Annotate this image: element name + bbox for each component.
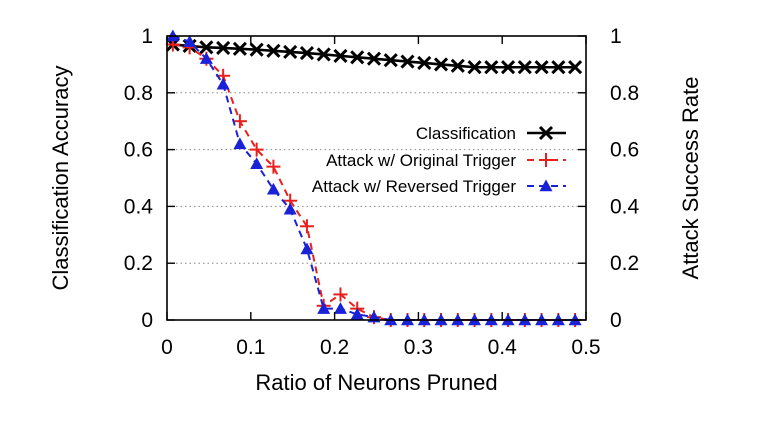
marker-stroke [400,54,415,69]
data-point [366,51,382,66]
plot-frame [166,35,587,321]
legend-label: Attack w/ Reversed Trigger [312,177,516,196]
x-tick-label: 0 [161,336,173,359]
y-tick-label: 0 [141,309,153,332]
data-point [433,57,449,72]
data-point [350,307,364,320]
y-axis-title: Classification Accuracy [48,66,73,291]
marker-stroke [467,60,482,75]
legend: Classification Attack w/ Original Trigger… [312,124,566,196]
x-tick-label: 0.3 [404,336,433,359]
marker-stroke [299,45,315,61]
data-point [484,60,499,75]
data-point [216,40,231,55]
data-point [383,53,398,68]
legend-label: Classification [416,124,516,143]
marker-stroke [517,60,532,75]
y-tick-label: 1 [141,25,153,48]
x-tick-label: 0.1 [236,336,265,359]
data-point [199,52,213,64]
y-tick-label: 0.4 [124,195,154,218]
x-tick-label: 0.4 [488,336,518,359]
x-tick-label: 0.5 [571,336,600,359]
marker-stroke [316,47,331,62]
data-point [232,41,247,56]
marker-stroke [534,60,549,75]
data-point [299,45,315,61]
marker-stroke [450,58,465,73]
marker-stroke [350,50,365,65]
legend-swatch-marker [539,153,553,167]
y2-tick-label: 0.6 [610,139,639,162]
data-point [183,35,197,47]
data-point [317,302,331,314]
marker-stroke [501,60,516,75]
y-tick-label: 0.2 [124,252,153,275]
data-point [283,202,297,215]
data-point [333,48,348,63]
marker-stroke [232,41,247,56]
data-point [333,302,347,314]
data-point [467,60,482,75]
x-tick-label: 0.2 [320,336,349,359]
y2-tick-label: 0.2 [610,252,639,275]
data-point [266,159,281,174]
legend-swatch-marker [539,179,553,192]
data-point [232,114,247,129]
marker-stroke [433,57,449,72]
data-point [333,287,348,302]
y2-axis-title: Attack Success Rate [678,77,703,280]
y2-tick-label: 1 [610,25,622,48]
marker-stroke [484,60,499,75]
data-point [233,137,247,150]
marker-stroke [216,40,231,55]
data-point [266,182,280,195]
data-point [534,60,549,75]
marker-stroke [283,44,298,59]
data-point [316,47,331,62]
y2-tick-label: 0.4 [610,195,640,218]
series-0 [165,37,583,75]
data-point [250,157,264,169]
marker-stroke [199,40,214,55]
y2-tick-label: 0.8 [610,82,639,105]
data-point [568,60,583,75]
y-tick-label: 0.8 [124,82,153,105]
data-point [216,77,230,90]
data-point [199,40,214,55]
data-point [249,42,264,57]
x-axis-title: Ratio of Neurons Pruned [255,370,497,395]
marker-stroke [538,125,554,141]
data-point [350,50,365,65]
data-point [300,242,314,255]
data-point [266,43,281,58]
legend-label: Attack w/ Original Trigger [326,151,516,170]
marker-stroke [366,51,382,66]
data-point [450,58,465,73]
marker-stroke [266,43,281,58]
marker-stroke [417,55,432,71]
series-layer [165,29,583,327]
data-point [249,142,264,157]
marker-stroke [551,60,566,75]
data-point [299,219,314,234]
data-point [400,54,415,69]
marker-stroke [568,60,583,75]
marker-stroke [249,42,264,57]
data-point [283,44,298,59]
marker-stroke [333,48,348,63]
legend-swatch-marker [538,125,554,141]
data-point [501,60,516,75]
data-point [517,60,532,75]
y2-tick-label: 0 [610,309,622,332]
y-tick-label: 0.6 [124,139,153,162]
data-point [551,60,566,75]
ticks: 0 00.2 0.20.4 0.40.6 0.60.8 0.81 10 0.1 0.2 0.3 0.… [124,25,640,359]
data-point [417,55,432,71]
series-line [172,43,576,69]
marker-stroke [383,53,398,68]
